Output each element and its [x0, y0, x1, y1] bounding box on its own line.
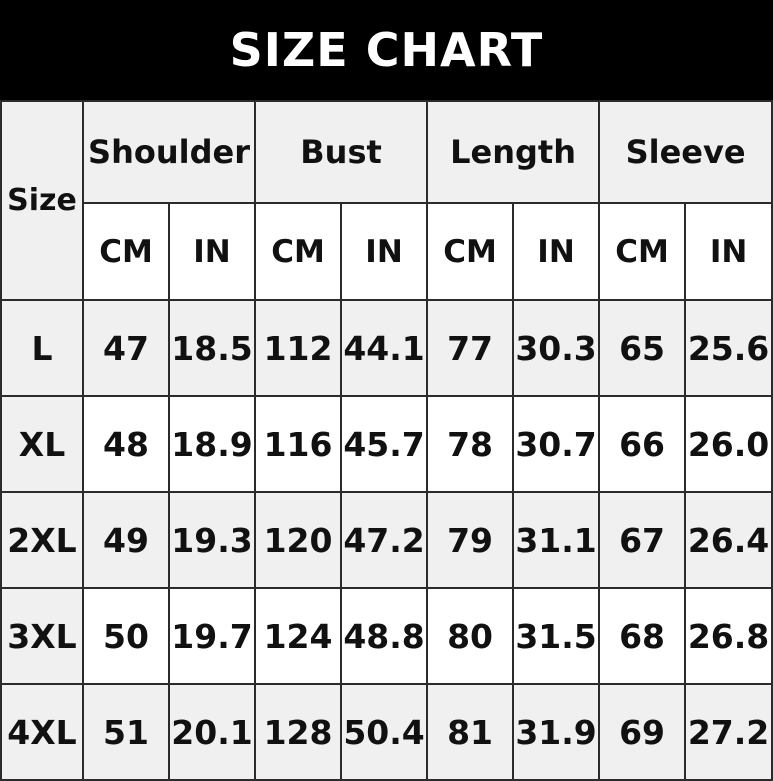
- cell-length-in: 31.9: [512, 683, 601, 781]
- title-banner: SIZE CHART: [0, 0, 773, 100]
- table-row: XL 48 18.9 116 45.7 78 30.7 66 26.0: [0, 395, 773, 493]
- cell-sleeve-in: 25.6: [684, 299, 773, 397]
- unit-header-length-cm: CM: [426, 202, 515, 301]
- cell-length-cm: 77: [426, 299, 515, 397]
- page-title: SIZE CHART: [229, 23, 544, 77]
- cell-bust-in: 44.1: [340, 299, 429, 397]
- cell-sleeve-cm: 69: [598, 683, 687, 781]
- unit-header-row: CM IN CM IN CM IN CM IN: [1, 202, 773, 301]
- table-header: Size Shoulder Bust Length Sleeve CM IN C…: [0, 100, 773, 301]
- table-row: 4XL 51 20.1 128 50.4 81 31.9 69 27.2: [0, 683, 773, 781]
- cell-bust-in: 45.7: [340, 395, 429, 493]
- cell-bust-cm: 112: [254, 299, 343, 397]
- unit-header-sleeve-cm: CM: [598, 202, 687, 301]
- table-row: L 47 18.5 112 44.1 77 30.3 65 25.6: [0, 299, 773, 397]
- unit-header-length-in: IN: [512, 202, 601, 301]
- group-header-row: Size Shoulder Bust Length Sleeve: [0, 100, 773, 301]
- cell-sleeve-cm: 68: [598, 587, 687, 685]
- cell-shoulder-in: 20.1: [167, 683, 257, 781]
- cell-shoulder-cm: 51: [82, 683, 170, 781]
- cell-sleeve-cm: 66: [598, 395, 687, 493]
- cell-shoulder-in: 18.5: [167, 299, 257, 397]
- cell-shoulder-cm: 47: [82, 299, 170, 397]
- cell-bust-in: 50.4: [340, 683, 429, 781]
- column-group-sleeve: Sleeve: [598, 100, 773, 204]
- cell-length-in: 30.7: [512, 395, 601, 493]
- cell-shoulder-cm: 48: [82, 395, 170, 493]
- table-row: 2XL 49 19.3 120 47.2 79 31.1 67 26.4: [0, 491, 773, 589]
- cell-sleeve-cm: 65: [598, 299, 687, 397]
- cell-length-in: 31.5: [512, 587, 601, 685]
- cell-bust-cm: 116: [254, 395, 343, 493]
- cell-bust-in: 47.2: [340, 491, 429, 589]
- cell-length-cm: 78: [426, 395, 515, 493]
- cell-size: 3XL: [0, 587, 84, 685]
- cell-sleeve-in: 26.8: [684, 587, 773, 685]
- cell-shoulder-in: 19.7: [167, 587, 257, 685]
- column-group-shoulder: Shoulder: [81, 100, 257, 204]
- cell-size: 2XL: [0, 491, 84, 589]
- cell-size: XL: [0, 395, 84, 493]
- cell-length-cm: 81: [426, 683, 515, 781]
- cell-bust-cm: 128: [254, 683, 343, 781]
- cell-shoulder-in: 18.9: [167, 395, 257, 493]
- cell-shoulder-cm: 50: [82, 587, 170, 685]
- cell-sleeve-in: 26.0: [684, 395, 773, 493]
- cell-length-cm: 80: [426, 587, 515, 685]
- cell-bust-cm: 124: [254, 587, 343, 685]
- table-body: L 47 18.5 112 44.1 77 30.3 65 25.6 XL 48…: [0, 299, 773, 781]
- unit-header-bust-in: IN: [340, 202, 429, 301]
- column-group-bust: Bust: [254, 100, 429, 204]
- cell-length-cm: 79: [426, 491, 515, 589]
- cell-size: L: [0, 299, 84, 397]
- size-table-container: Size Shoulder Bust Length Sleeve CM IN C…: [0, 100, 773, 781]
- cell-sleeve-cm: 67: [598, 491, 687, 589]
- cell-sleeve-in: 26.4: [684, 491, 773, 589]
- cell-length-in: 30.3: [512, 299, 601, 397]
- cell-shoulder-cm: 49: [82, 491, 170, 589]
- cell-bust-in: 48.8: [340, 587, 429, 685]
- column-header-size: Size: [0, 100, 84, 301]
- cell-size: 4XL: [0, 683, 84, 781]
- unit-header-sleeve-in: IN: [684, 202, 773, 301]
- unit-header-shoulder-cm: CM: [82, 202, 170, 301]
- table-row: 3XL 50 19.7 124 48.8 80 31.5 68 26.8: [0, 587, 773, 685]
- cell-shoulder-in: 19.3: [167, 491, 257, 589]
- column-group-length: Length: [426, 100, 601, 204]
- cell-length-in: 31.1: [512, 491, 601, 589]
- cell-sleeve-in: 27.2: [684, 683, 773, 781]
- size-table: Size Shoulder Bust Length Sleeve CM IN C…: [0, 100, 773, 781]
- cell-bust-cm: 120: [254, 491, 343, 589]
- unit-header-shoulder-in: IN: [167, 202, 257, 301]
- unit-header-bust-cm: CM: [254, 202, 343, 301]
